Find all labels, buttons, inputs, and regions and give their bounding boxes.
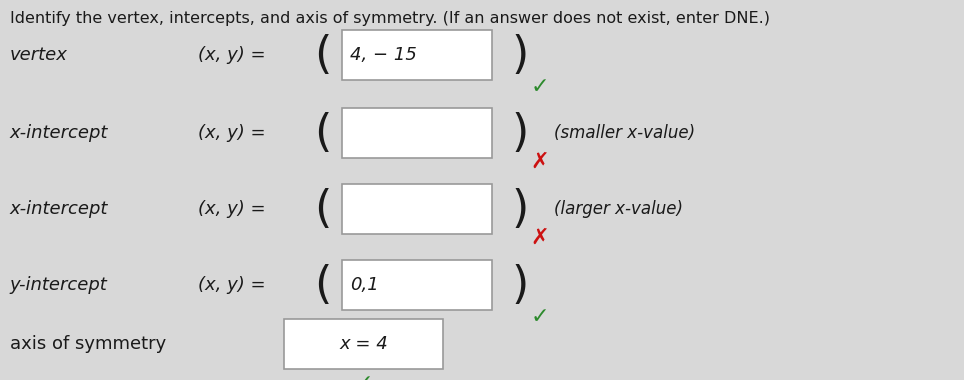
Text: ✗: ✗ (530, 152, 549, 171)
Text: x-intercept: x-intercept (10, 124, 108, 142)
Text: (x, y) =: (x, y) = (198, 46, 265, 64)
FancyBboxPatch shape (284, 319, 443, 369)
Text: (: ( (314, 111, 332, 155)
Text: Identify the vertex, intercepts, and axis of symmetry. (If an answer does not ex: Identify the vertex, intercepts, and axi… (10, 11, 769, 26)
Text: ✓: ✓ (530, 78, 549, 97)
Text: (: ( (314, 33, 332, 77)
FancyBboxPatch shape (342, 184, 492, 234)
Text: ): ) (512, 263, 529, 307)
FancyBboxPatch shape (342, 30, 492, 80)
Text: ): ) (512, 111, 529, 155)
Text: (x, y) =: (x, y) = (198, 124, 265, 142)
Text: ): ) (512, 187, 529, 231)
Text: (: ( (314, 187, 332, 231)
Text: x-intercept: x-intercept (10, 200, 108, 218)
Text: axis of symmetry: axis of symmetry (10, 335, 166, 353)
FancyBboxPatch shape (342, 260, 492, 310)
Text: y-intercept: y-intercept (10, 276, 107, 294)
Text: vertex: vertex (10, 46, 67, 64)
Text: (larger x-value): (larger x-value) (554, 200, 683, 218)
Text: 4, − 15: 4, − 15 (350, 46, 416, 64)
Text: (x, y) =: (x, y) = (198, 276, 265, 294)
Text: ): ) (512, 33, 529, 77)
FancyBboxPatch shape (342, 108, 492, 158)
Text: ✓: ✓ (530, 307, 549, 327)
Text: 0,1: 0,1 (350, 276, 379, 294)
Text: ✓: ✓ (355, 374, 373, 380)
Text: (x, y) =: (x, y) = (198, 200, 265, 218)
Text: ✗: ✗ (530, 228, 549, 247)
Text: (: ( (314, 263, 332, 307)
Text: (smaller x-value): (smaller x-value) (554, 124, 695, 142)
Text: x = 4: x = 4 (339, 335, 388, 353)
